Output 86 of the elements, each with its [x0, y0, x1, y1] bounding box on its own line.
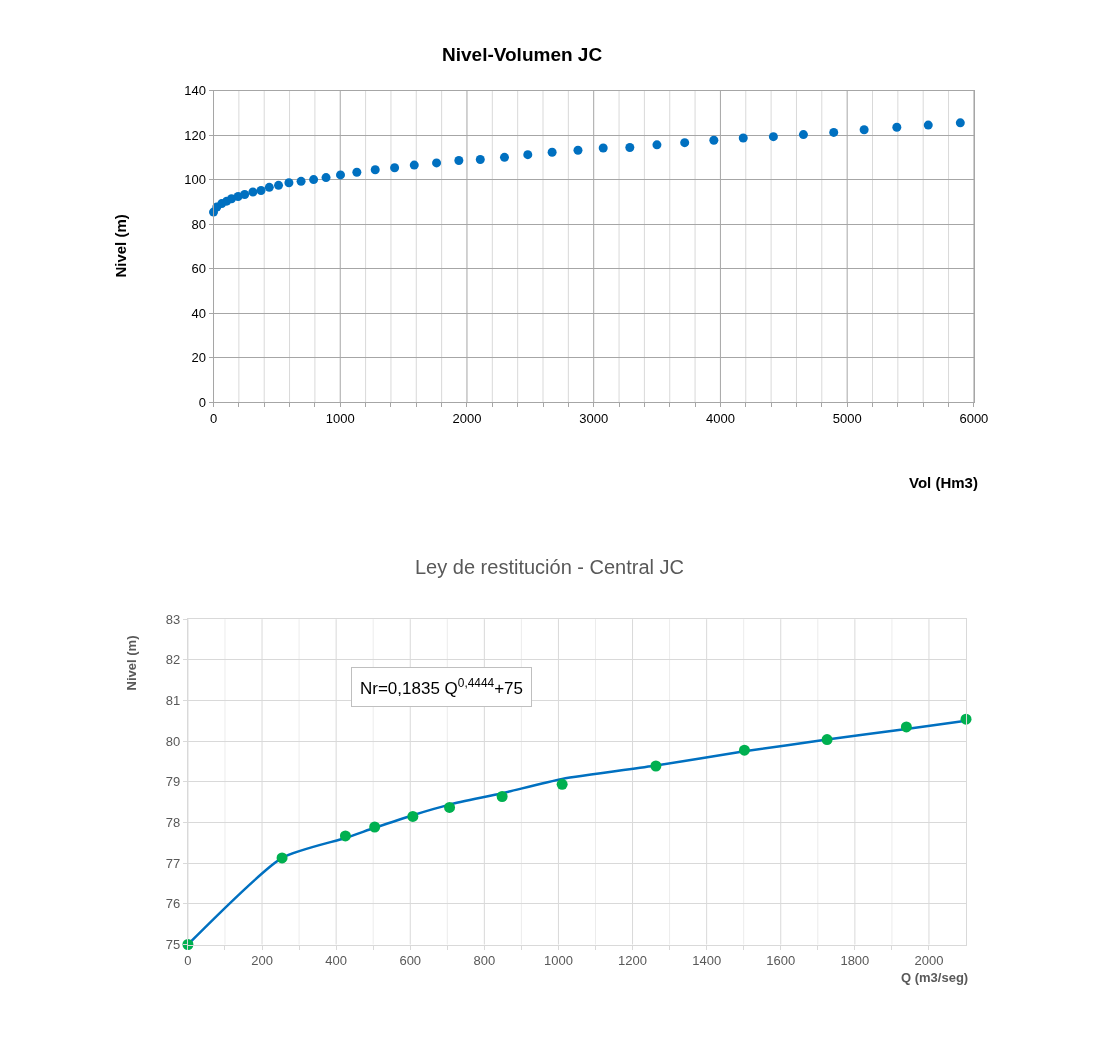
x-tick-label: 1400 [692, 953, 722, 969]
point [409, 160, 419, 170]
point [499, 152, 509, 162]
x-tick-label: 1800 [840, 953, 870, 969]
point [798, 130, 808, 140]
x-tick-label: 2000 [914, 953, 944, 969]
point [370, 165, 380, 175]
point [680, 138, 690, 148]
point [955, 118, 965, 128]
y-tick-label: 60 [191, 261, 206, 277]
y-tick-label: 77 [165, 855, 181, 871]
x-axis-title: Q (m3/seg) [901, 970, 969, 985]
point [240, 189, 250, 199]
y-axis-title: Nivel (m) [124, 635, 140, 691]
y-tick-label: 80 [165, 733, 181, 749]
point [274, 180, 284, 190]
y-tick-label: 120 [184, 127, 206, 143]
point [256, 185, 266, 195]
y-axis-title: Nivel (m) [111, 214, 129, 278]
point [432, 158, 442, 168]
x-tick-label: 1000 [543, 953, 573, 969]
point [768, 132, 778, 142]
y-tick-label: 0 [198, 394, 206, 410]
point [923, 120, 933, 130]
x-tick-label: 800 [473, 953, 496, 969]
y-tick-label: 78 [165, 815, 181, 831]
y-tick-label: 75 [165, 937, 181, 953]
point [276, 852, 288, 864]
point [309, 175, 319, 185]
y-tick-label: 81 [165, 693, 181, 709]
point [625, 143, 635, 153]
point [407, 810, 419, 822]
point [444, 801, 456, 813]
y-tick-label: 100 [184, 172, 206, 188]
chart-title: Nivel-Volumen JC [442, 44, 603, 65]
y-tick-label: 82 [165, 652, 181, 668]
point [859, 125, 869, 135]
y-tick-label: 79 [165, 774, 181, 790]
point [892, 122, 902, 132]
point [652, 140, 662, 150]
point [339, 830, 351, 842]
point [547, 147, 557, 157]
point [248, 187, 258, 197]
x-tick-label: 4000 [705, 410, 735, 426]
point [369, 821, 381, 833]
chart-title: Ley de restitución - Central JC [415, 556, 685, 578]
x-tick-label: 1200 [618, 953, 648, 969]
point [352, 167, 362, 177]
x-axis-title: Vol (Hm3) [909, 474, 978, 491]
x-tick-label: 600 [399, 953, 422, 969]
point [296, 176, 306, 186]
point [284, 178, 294, 188]
y-tick-label: 40 [191, 305, 206, 321]
point [321, 173, 331, 183]
point [821, 734, 833, 746]
x-tick-label: 2000 [452, 410, 482, 426]
point [573, 145, 583, 155]
point [829, 127, 839, 137]
point [336, 170, 345, 180]
point [523, 150, 533, 160]
x-tick-label: 400 [325, 953, 347, 969]
point [738, 133, 748, 143]
x-tick-label: 6000 [959, 410, 989, 426]
point [556, 778, 568, 790]
x-tick-label: 3000 [579, 410, 609, 426]
y-tick-label: 83 [165, 611, 181, 627]
x-tick-label: 200 [251, 953, 273, 969]
y-tick-label: 80 [191, 216, 206, 232]
point [709, 135, 719, 145]
point [738, 744, 750, 756]
point [900, 721, 912, 733]
x-tick-label: 5000 [832, 410, 862, 426]
point [390, 163, 400, 173]
annotation: Nr=0,1835 Q$^{0,4444}$+75 [360, 676, 524, 699]
y-tick-label: 76 [165, 896, 181, 912]
point [598, 143, 608, 153]
x-tick-label: 1600 [766, 953, 796, 969]
x-tick-label: 0 [209, 410, 218, 426]
point [496, 790, 508, 802]
y-tick-label: 20 [191, 350, 206, 366]
point [264, 182, 274, 192]
x-tick-label: 1000 [325, 410, 355, 426]
y-tick-label: 140 [184, 83, 206, 99]
point [650, 760, 662, 772]
point [475, 155, 485, 165]
point [454, 155, 464, 165]
